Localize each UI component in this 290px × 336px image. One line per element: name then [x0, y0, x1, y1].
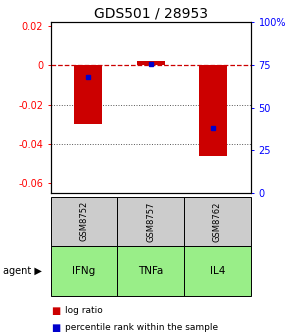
- Text: ■: ■: [51, 306, 60, 316]
- Bar: [74, 65, 102, 124]
- Bar: [137, 61, 165, 65]
- Text: ■: ■: [51, 323, 60, 333]
- Text: percentile rank within the sample: percentile rank within the sample: [65, 323, 218, 332]
- Bar: [199, 65, 227, 156]
- Text: IFNg: IFNg: [72, 266, 96, 276]
- Text: agent ▶: agent ▶: [3, 266, 42, 276]
- Title: GDS501 / 28953: GDS501 / 28953: [94, 7, 208, 21]
- Text: GSM8752: GSM8752: [79, 201, 89, 242]
- Text: IL4: IL4: [210, 266, 225, 276]
- Text: GSM8757: GSM8757: [146, 201, 155, 242]
- Text: log ratio: log ratio: [65, 306, 103, 315]
- Text: GSM8762: GSM8762: [213, 201, 222, 242]
- Text: TNFa: TNFa: [138, 266, 164, 276]
